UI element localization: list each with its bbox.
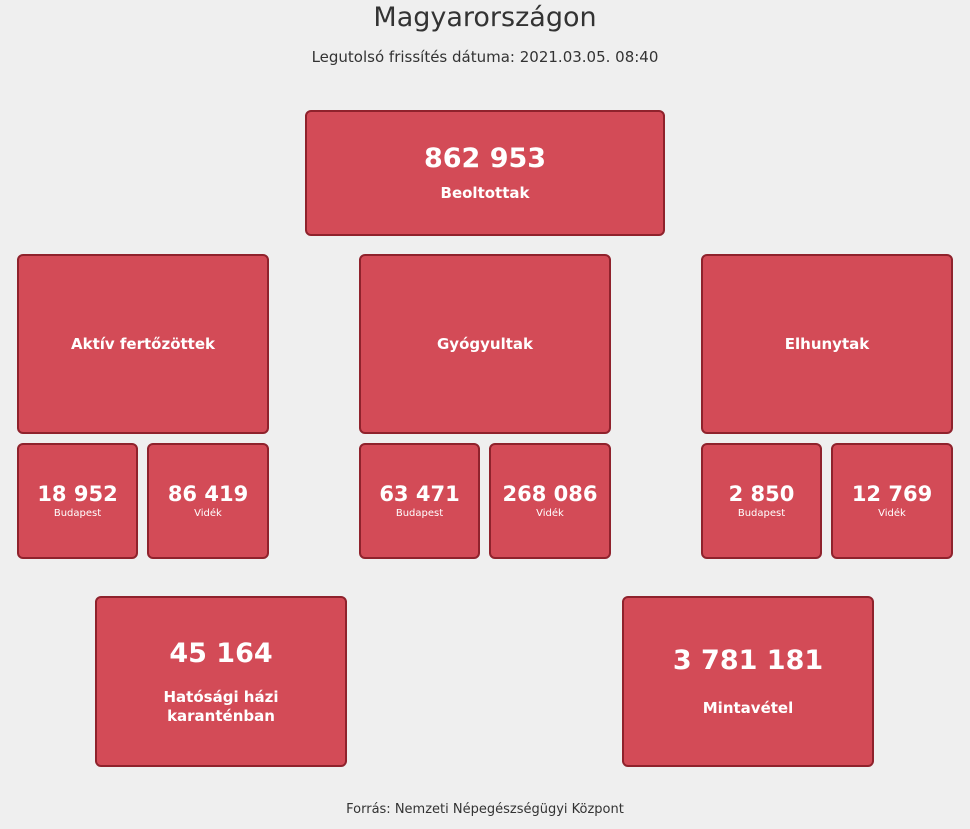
quarantine-value: 45 164 [169, 637, 273, 669]
quarantine-label: Hatósági házi karanténban [163, 687, 279, 725]
last-updated: Legutolsó frissítés dátuma: 2021.03.05. … [311, 48, 659, 66]
vaccinated-label: Beoltottak [440, 184, 530, 202]
active-countryside-value: 86 419 [167, 481, 249, 506]
active-budapest-value: 18 952 [37, 481, 118, 506]
deceased-budapest-value: 2 850 [728, 481, 795, 506]
recovered-countryside-label: Vidék [536, 507, 564, 519]
samples-tile: 3 781 181 Mintavétel [622, 596, 874, 767]
recovered-label: Gyógyultak [437, 334, 533, 353]
samples-value: 3 781 181 [672, 645, 824, 676]
active-tile: Aktív fertőzöttek [17, 254, 269, 434]
deceased-label: Elhunytak [784, 334, 870, 353]
deceased-countryside-tile: 12 769 Vidék [831, 443, 953, 559]
recovered-countryside-value: 268 086 [502, 481, 598, 506]
active-budapest-label: Budapest [53, 507, 102, 519]
active-countryside-tile: 86 419 Vidék [147, 443, 269, 559]
deceased-budapest-tile: 2 850 Budapest [701, 443, 822, 559]
deceased-countryside-value: 12 769 [851, 481, 933, 506]
active-budapest-tile: 18 952 Budapest [17, 443, 138, 559]
recovered-budapest-tile: 63 471 Budapest [359, 443, 480, 559]
recovered-countryside-tile: 268 086 Vidék [489, 443, 611, 559]
quarantine-tile: 45 164 Hatósági házi karanténban [95, 596, 347, 767]
vaccinated-tile: 862 953 Beoltottak [305, 110, 665, 236]
recovered-budapest-label: Budapest [395, 507, 444, 519]
samples-label: Mintavétel [702, 699, 794, 717]
page-title: Magyarországon [373, 2, 597, 33]
deceased-countryside-label: Vidék [878, 507, 906, 519]
recovered-tile: Gyógyultak [359, 254, 611, 434]
deceased-budapest-label: Budapest [737, 507, 786, 519]
recovered-budapest-value: 63 471 [379, 481, 460, 506]
active-countryside-label: Vidék [194, 507, 222, 519]
deceased-tile: Elhunytak [701, 254, 953, 434]
source-footer: Forrás: Nemzeti Népegészségügyi Központ [346, 802, 624, 817]
vaccinated-value: 862 953 [423, 143, 547, 174]
active-label: Aktív fertőzöttek [71, 334, 215, 353]
